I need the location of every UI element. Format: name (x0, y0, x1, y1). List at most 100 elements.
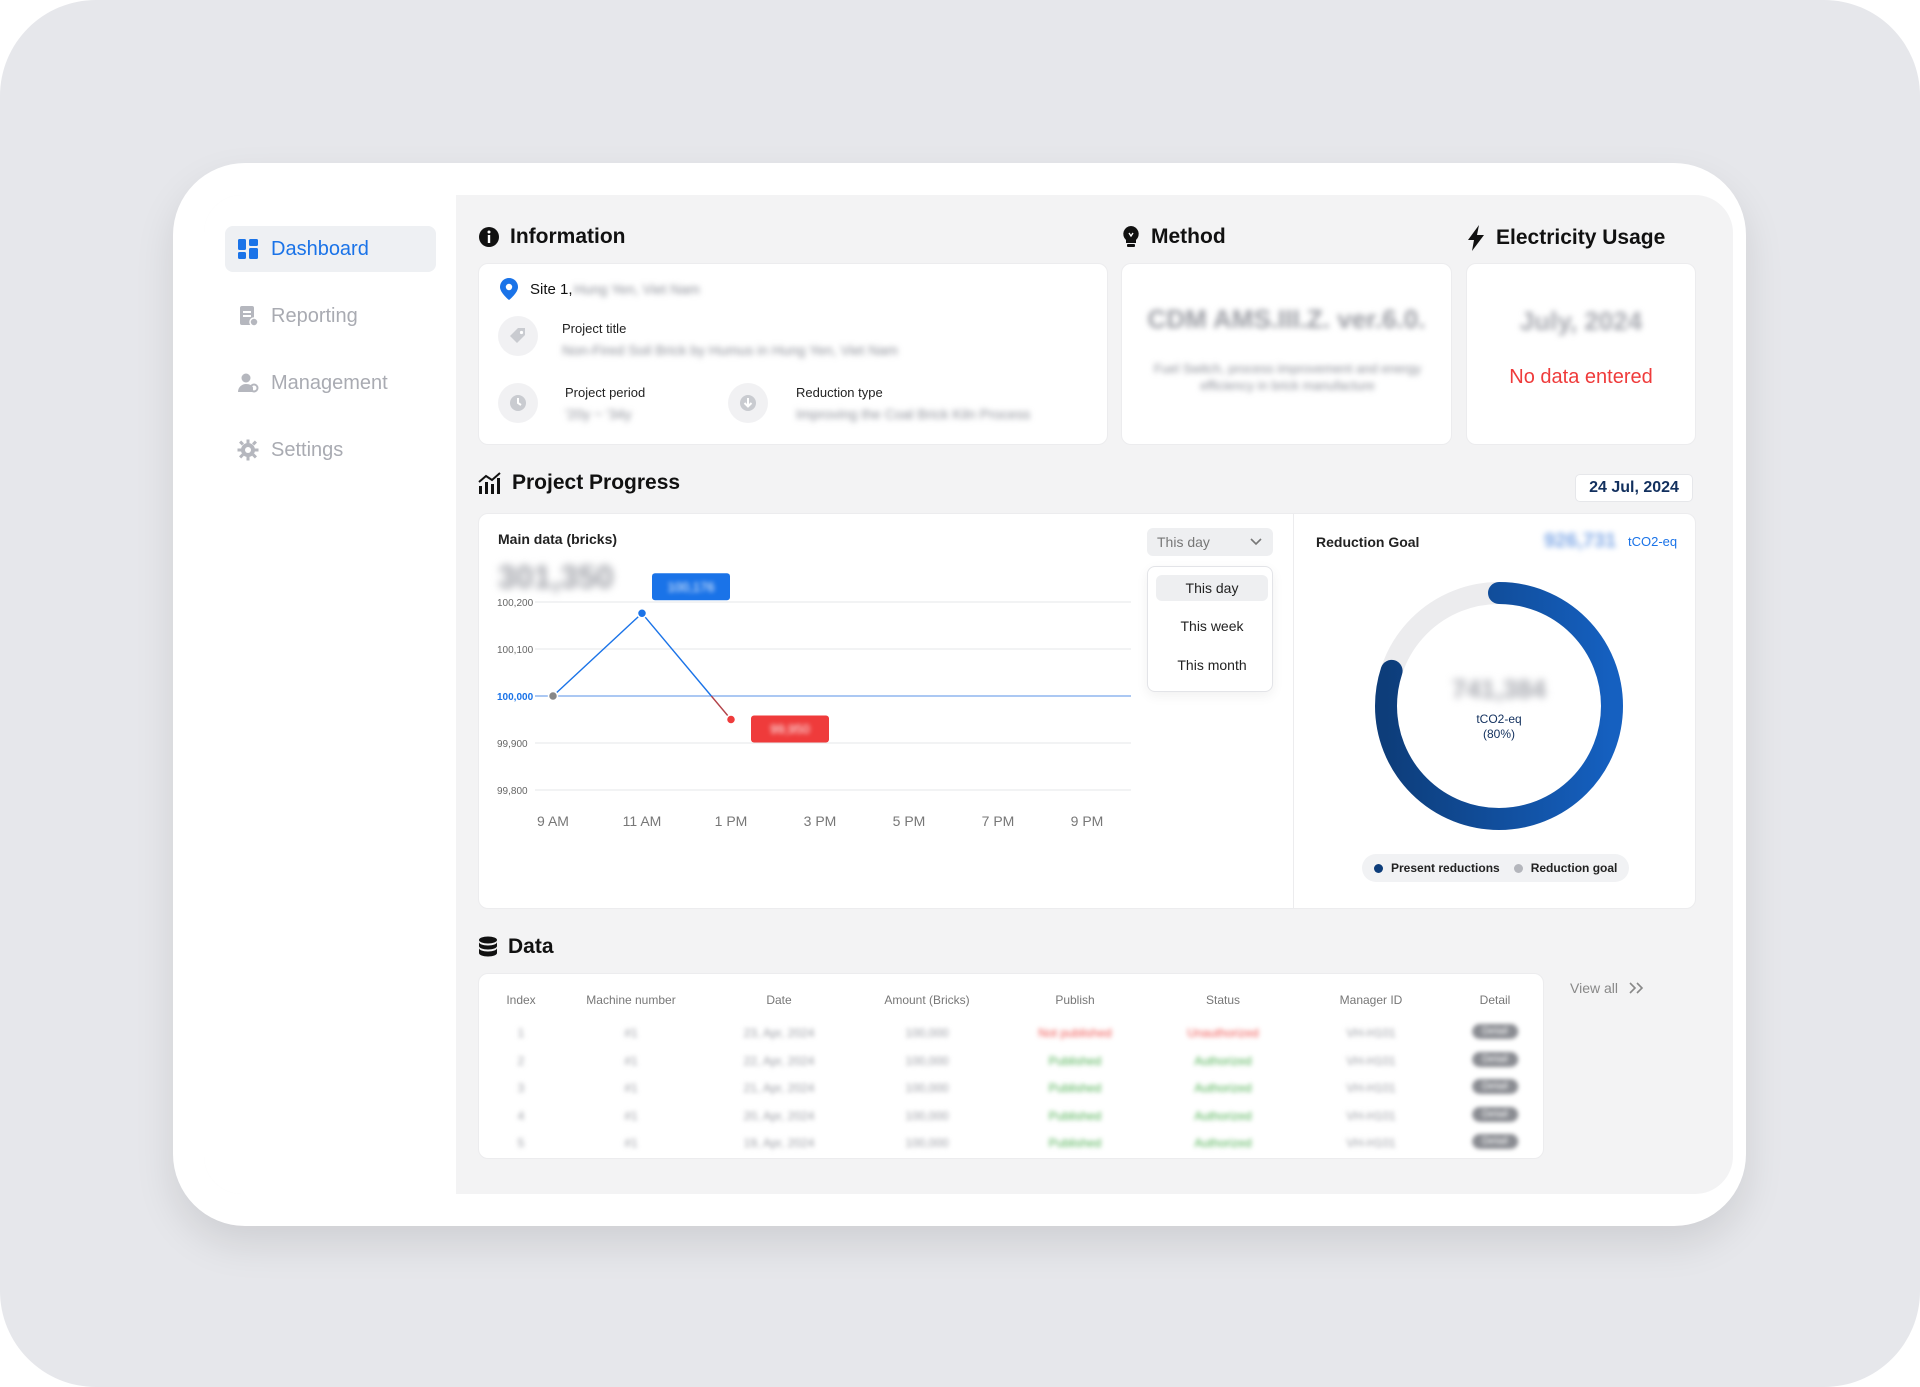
management-icon (238, 373, 259, 393)
detail-button[interactable]: Detail (1472, 1051, 1518, 1067)
sidebar-item-settings[interactable]: Settings (225, 427, 436, 473)
x-tick-label: 9 AM (537, 813, 569, 829)
column-header: Status (1205, 993, 1241, 1007)
sidebar-item-label: Management (271, 371, 388, 394)
app-screen: Dashboard Reporting Management (204, 195, 1733, 1194)
method-heading: Method (1121, 225, 1226, 249)
table-cell: #1 (624, 1136, 638, 1150)
data-heading: Data (478, 935, 554, 959)
detail-button[interactable]: Detail (1472, 1134, 1518, 1149)
table-cell: #1 (624, 1053, 638, 1068)
project-title-label: Project title (562, 321, 627, 336)
line-chart: 100,200 100,100 100,000 99,900 99,800 9 AM 11 … (497, 573, 1131, 829)
table-cell: 4 (517, 1108, 525, 1123)
method-card: CDM AMS.III.Z. ver.6.0. Fuel Switch, pro… (1121, 263, 1452, 445)
publish-status: Published (1048, 1108, 1102, 1123)
value-callout (751, 715, 829, 743)
table-cell: 3 (517, 1081, 525, 1095)
sidebar-item-label: Dashboard (271, 237, 369, 260)
series-line (641, 612, 712, 697)
data-title: Data (508, 935, 554, 958)
sidebar-item-dashboard[interactable]: Dashboard (225, 226, 436, 272)
x-tick-label: 11 AM (623, 813, 662, 829)
y-tick-label: 99,800 (497, 786, 528, 797)
info-icon (479, 227, 499, 247)
table-cell: VH-H101 (1346, 1053, 1396, 1068)
card-divider (1293, 514, 1294, 908)
database-icon (479, 936, 497, 957)
period-dropdown[interactable]: This day (1147, 528, 1273, 556)
column-header: Amount (Bricks) (884, 993, 970, 1007)
x-tick-label: 7 PM (982, 813, 1015, 829)
progress-card: Main data (bricks) 301,350 100,200 100,10… (478, 513, 1696, 909)
reduction-goal-label: Reduction Goal (1316, 534, 1420, 550)
main-data-value: 301,350 (498, 559, 614, 595)
auth-status: Authorized (1194, 1081, 1252, 1095)
column-header: Date (766, 993, 792, 1007)
y-tick-label: 99,900 (497, 739, 528, 750)
period-dropdown-value: This day (1157, 534, 1210, 550)
gear-icon (237, 439, 259, 461)
period-option-week[interactable]: This week (1180, 618, 1244, 634)
column-header: Machine number (586, 993, 676, 1007)
legend-dot-goal (1513, 863, 1523, 873)
table-cell: 100,000 (905, 1108, 949, 1123)
table-cell: 1 (517, 1026, 525, 1040)
view-all-link[interactable]: View all (1570, 980, 1644, 996)
x-tick-label: 5 PM (893, 813, 926, 829)
method-title: Method (1151, 225, 1226, 248)
donut-progress-arc (1375, 582, 1623, 830)
donut-center-percent: (80%) (1482, 727, 1515, 741)
table-cell: 23, Apr, 2024 (743, 1026, 815, 1040)
chart-icon (478, 472, 501, 494)
table-cell: VH-H101 (1346, 1136, 1396, 1150)
project-progress-heading: Project Progress (478, 471, 680, 495)
x-tick-label: 3 PM (804, 813, 837, 829)
detail-button[interactable]: Detail (1472, 1079, 1518, 1094)
table-cell: 100,000 (905, 1053, 949, 1068)
data-point[interactable] (725, 714, 737, 725)
publish-status: Published (1048, 1136, 1102, 1150)
table-cell: 5 (517, 1136, 525, 1150)
sidebar-item-management[interactable]: Management (225, 360, 436, 406)
detail-button[interactable]: Detail (1472, 1106, 1518, 1122)
method-name: CDM AMS.III.Z. ver.6.0. (1147, 304, 1426, 334)
column-header: Manager ID (1339, 993, 1403, 1007)
table-cell: VH-H101 (1346, 1026, 1396, 1040)
period-option-day[interactable]: This day (1156, 575, 1268, 601)
sidebar-item-label: Reporting (271, 304, 358, 327)
electricity-status: No data entered (1509, 366, 1653, 388)
location-pin-icon (500, 278, 518, 300)
table-cell: 20, Apr, 2024 (743, 1108, 815, 1123)
double-chevron-right-icon (1629, 982, 1644, 994)
auth-status: Authorized (1194, 1136, 1252, 1150)
series-line (552, 612, 643, 697)
auth-status: Unauthorized (1187, 1026, 1259, 1040)
legend-dot-present (1374, 863, 1383, 873)
publish-status: Published (1048, 1081, 1102, 1095)
period-option-month[interactable]: This month (1177, 657, 1247, 673)
data-point[interactable] (547, 690, 559, 702)
information-title: Information (510, 225, 626, 248)
reduction-type-value: Improving the Coal Brick Kiln Process (796, 406, 1031, 422)
site-label: Site 1, (530, 281, 573, 298)
reduction-goal-unit: tCO2-eq (1628, 534, 1678, 549)
table-cell: #1 (624, 1026, 638, 1040)
sidebar: Dashboard Reporting Management (204, 195, 456, 1194)
table-cell: VH-H101 (1346, 1108, 1396, 1123)
view-all-label: View all (1570, 980, 1618, 996)
sidebar-item-reporting[interactable]: Reporting (225, 293, 436, 339)
table-cell: 21, Apr, 2024 (743, 1081, 815, 1095)
electricity-card: July, 2024 No data entered (1466, 263, 1696, 445)
sidebar-item-label: Settings (271, 438, 344, 461)
x-tick-label: 1 PM (715, 813, 748, 829)
project-title-value: Non-Fired Soil Brick by Humus in Hung Ye… (562, 342, 898, 358)
lightbulb-icon (1123, 226, 1139, 247)
project-period-label: Project period (565, 385, 646, 400)
data-point[interactable] (636, 608, 648, 619)
chevron-down-icon (1250, 538, 1262, 546)
detail-button[interactable]: Detail (1472, 1024, 1518, 1039)
y-tick-label: 100,100 (497, 645, 534, 656)
column-header: Index (506, 993, 536, 1007)
reporting-icon (240, 306, 259, 327)
